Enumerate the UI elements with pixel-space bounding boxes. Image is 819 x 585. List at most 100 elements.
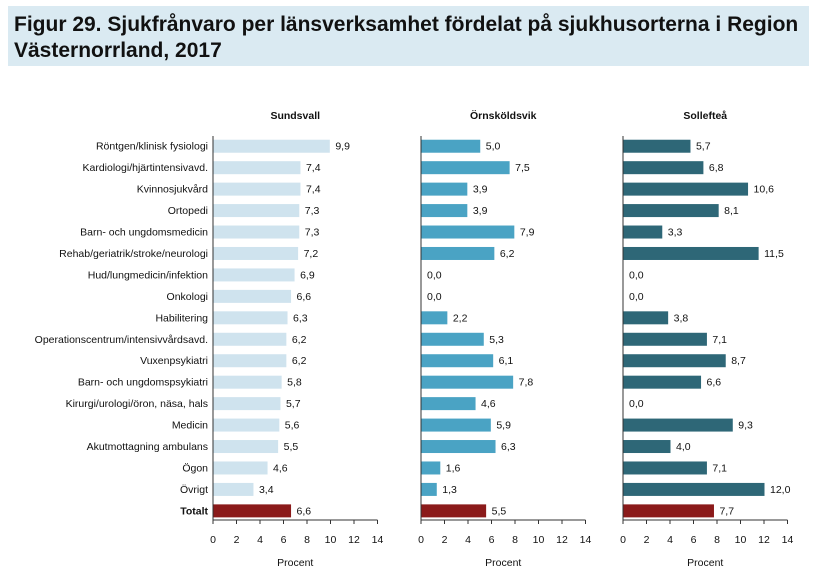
bar xyxy=(421,482,437,496)
x-axis-label: Procent xyxy=(277,557,313,569)
x-tick-label: 10 xyxy=(325,534,337,546)
panel-title: Sundsvall xyxy=(270,110,320,122)
bar xyxy=(213,440,279,454)
category-label: Barn- och ungdomspsykiatri xyxy=(78,377,208,389)
category-label: Hud/lungmedicin/infektion xyxy=(88,269,208,281)
bar xyxy=(213,354,287,368)
data-label: 6,2 xyxy=(292,355,307,367)
category-label: Vuxenpsykiatri xyxy=(140,355,208,367)
data-label: 8,7 xyxy=(731,355,746,367)
data-label: 9,9 xyxy=(335,141,350,153)
data-label: 11,5 xyxy=(764,248,784,260)
bar xyxy=(421,161,510,175)
bar xyxy=(213,204,300,218)
bar xyxy=(213,461,268,475)
x-tick-label: 0 xyxy=(210,534,216,546)
data-label: 8,1 xyxy=(724,205,739,217)
bar xyxy=(623,139,691,153)
bar xyxy=(421,440,496,454)
data-label: 7,3 xyxy=(305,227,320,239)
data-label: 0,0 xyxy=(427,269,442,281)
x-tick-label: 10 xyxy=(735,534,747,546)
data-label: 4,6 xyxy=(273,462,288,474)
x-tick-label: 12 xyxy=(758,534,770,546)
x-tick-label: 4 xyxy=(465,534,471,546)
x-tick-label: 14 xyxy=(372,534,384,546)
data-label: 5,0 xyxy=(486,141,501,153)
data-label: 6,6 xyxy=(297,291,312,303)
bar xyxy=(623,161,704,175)
category-label: Kvinnosjukvård xyxy=(137,184,208,196)
data-label: 7,9 xyxy=(520,227,535,239)
bar xyxy=(213,225,300,239)
category-label: Rehab/geriatrik/stroke/neurologi xyxy=(59,248,208,260)
x-tick-label: 8 xyxy=(304,534,310,546)
data-label: 3,9 xyxy=(473,205,488,217)
bar xyxy=(623,461,707,475)
bar xyxy=(623,375,702,389)
data-label: 3,8 xyxy=(674,312,689,324)
data-label: 7,4 xyxy=(306,162,321,174)
bar xyxy=(421,311,448,325)
bar xyxy=(421,354,494,368)
category-label: Operationscentrum/intensivvårdsavd. xyxy=(35,334,208,346)
category-label: Röntgen/klinisk fysiologi xyxy=(96,141,208,153)
data-label: 0,0 xyxy=(427,291,442,303)
bar xyxy=(623,440,671,454)
bar xyxy=(213,504,292,518)
category-label: Onkologi xyxy=(167,291,208,303)
bar xyxy=(623,332,707,346)
x-tick-label: 10 xyxy=(533,534,545,546)
bar xyxy=(213,139,330,153)
data-label: 4,6 xyxy=(481,398,496,410)
data-label: 5,6 xyxy=(285,420,300,432)
data-label: 7,4 xyxy=(306,184,321,196)
category-label: Totalt xyxy=(180,505,208,517)
data-label: 7,1 xyxy=(712,462,727,474)
bar xyxy=(421,246,495,260)
category-label: Ortopedi xyxy=(168,205,208,217)
data-label: 3,9 xyxy=(473,184,488,196)
data-label: 7,7 xyxy=(719,505,734,517)
bar xyxy=(421,225,515,239)
data-label: 9,3 xyxy=(738,420,753,432)
data-label: 0,0 xyxy=(629,269,644,281)
x-tick-label: 6 xyxy=(489,534,495,546)
category-label: Habilitering xyxy=(155,312,208,324)
bar xyxy=(421,182,468,196)
category-label: Akutmottagning ambulans xyxy=(87,441,208,453)
data-label: 7,2 xyxy=(304,248,319,260)
bar xyxy=(623,482,765,496)
bar xyxy=(213,246,299,260)
bar xyxy=(213,311,288,325)
bar xyxy=(623,504,714,518)
data-label: 5,8 xyxy=(287,377,302,389)
x-tick-label: 12 xyxy=(556,534,568,546)
data-label: 6,2 xyxy=(500,248,515,260)
bar xyxy=(213,418,280,432)
bar xyxy=(623,246,759,260)
data-label: 2,2 xyxy=(453,312,468,324)
bar xyxy=(421,504,487,518)
category-label: Kirurgi/urologi/öron, näsa, hals xyxy=(66,398,208,410)
chart-title-line-1: Figur 29. Sjukfrånvaro per länsverksamhe… xyxy=(14,13,799,36)
bar xyxy=(421,418,491,432)
data-label: 4,0 xyxy=(676,441,691,453)
category-label: Ögon xyxy=(182,462,208,474)
category-label: Medicin xyxy=(172,420,208,432)
data-label: 7,8 xyxy=(519,377,534,389)
title-box: Figur 29. Sjukfrånvaro per länsverksamhe… xyxy=(8,6,809,66)
data-label: 7,5 xyxy=(515,162,530,174)
bar xyxy=(421,375,514,389)
data-label: 10,6 xyxy=(754,184,775,196)
data-label: 1,6 xyxy=(446,462,461,474)
data-label: 12,0 xyxy=(770,484,791,496)
x-tick-label: 4 xyxy=(257,534,263,546)
bar xyxy=(421,139,481,153)
data-label: 3,4 xyxy=(259,484,274,496)
x-axis-label: Procent xyxy=(485,557,521,569)
data-label: 6,8 xyxy=(709,162,724,174)
bar xyxy=(213,268,295,282)
data-label: 6,3 xyxy=(501,441,516,453)
data-label: 5,7 xyxy=(696,141,711,153)
